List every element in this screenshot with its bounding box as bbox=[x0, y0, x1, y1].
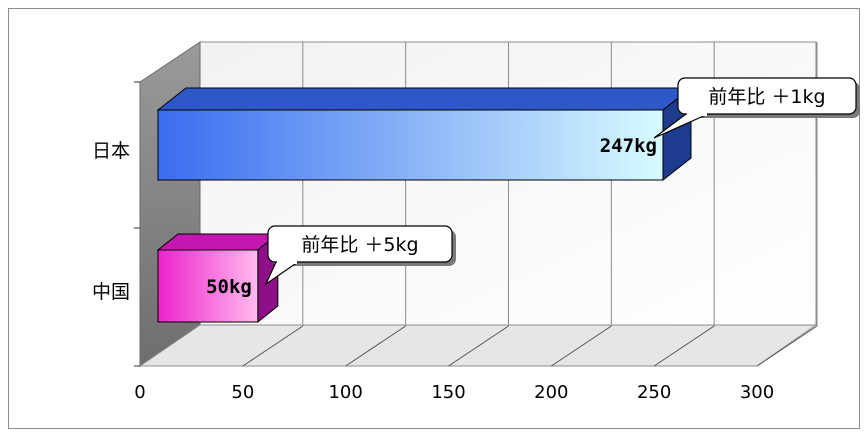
callout-box bbox=[267, 225, 453, 263]
x-tick-label: 50 bbox=[231, 382, 254, 403]
x-tick-label: 300 bbox=[740, 382, 774, 403]
callout-joint bbox=[687, 112, 707, 116]
bar-japan: 247kg bbox=[156, 86, 693, 182]
callout-text-japan: 前年比 ＋1kg bbox=[708, 86, 825, 108]
bars: 50kg 247kg bbox=[156, 86, 693, 324]
callout-japan: 前年比 ＋1kg bbox=[653, 77, 860, 139]
x-axis-ticks: 0 50 100 150 200 250 300 bbox=[134, 382, 774, 403]
x-tick-label: 200 bbox=[534, 382, 568, 403]
bar-top-face bbox=[156, 87, 693, 111]
bar-top-face bbox=[156, 233, 280, 251]
floor-gridline bbox=[448, 325, 509, 367]
floor-gridline bbox=[551, 325, 612, 367]
floor-gridline bbox=[242, 325, 304, 367]
callout-china: 前年比 ＋5kg bbox=[264, 225, 456, 286]
x-tick-label: 0 bbox=[134, 382, 145, 403]
callout-text-china: 前年比 ＋5kg bbox=[301, 234, 418, 256]
bar-china: 50kg bbox=[156, 232, 280, 324]
x-tick-label: 250 bbox=[637, 382, 671, 403]
callout-joint bbox=[277, 260, 297, 264]
floor-gridline bbox=[345, 325, 406, 367]
data-label-china: 50kg bbox=[206, 276, 252, 298]
bar-front-face bbox=[157, 249, 259, 323]
x-tick-label: 150 bbox=[431, 382, 465, 403]
data-label-japan: 247kg bbox=[600, 135, 657, 157]
floor-gridline bbox=[653, 325, 715, 367]
chart-floor bbox=[138, 324, 818, 367]
callouts: 前年比 ＋5kg 前年比 ＋1kg bbox=[264, 77, 860, 286]
category-label-china: 中国 bbox=[92, 281, 130, 303]
category-label-japan: 日本 bbox=[92, 140, 130, 162]
bar-front-face bbox=[157, 109, 664, 181]
callout-box bbox=[677, 77, 857, 115]
x-tick-label: 100 bbox=[328, 382, 362, 403]
floor-gridline bbox=[756, 325, 818, 367]
